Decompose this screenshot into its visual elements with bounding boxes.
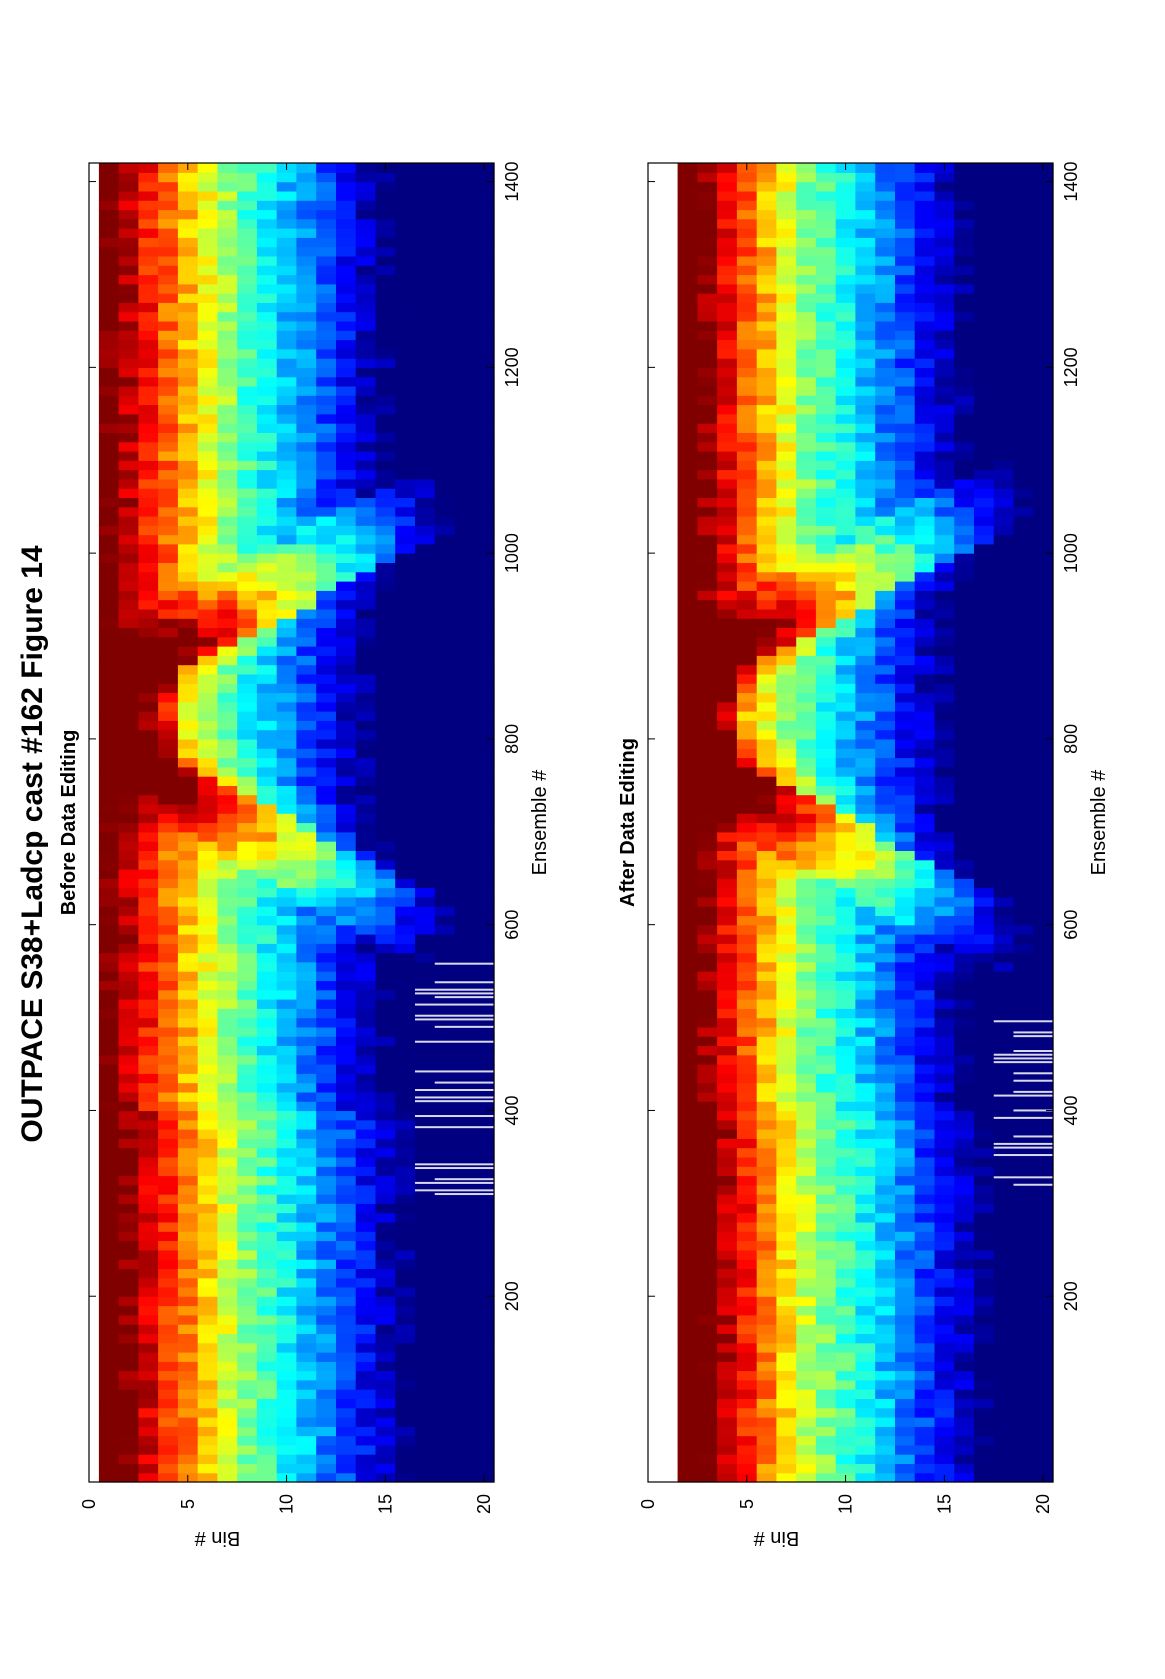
y-tick-label: 15 (934, 1494, 954, 1514)
panel-after-editing: 200 400 600 800 1000 1200 1400 0 5 10 15 20 Ensemble… (617, 162, 1110, 1549)
x-tick-label: 600 (1061, 910, 1081, 940)
figure-title: OUTPACE S38+Ladcp cast #162 Figure 14 (16, 545, 49, 1143)
heatmap (98, 163, 495, 1483)
x-tick-label: 1400 (502, 162, 522, 202)
y-tick-label: 0 (638, 1499, 658, 1509)
x-tick-label: 600 (502, 910, 522, 940)
panel-before-editing: 200 400 600 800 1000 1200 1400 0 5 10 15 20 Ensemble… (58, 162, 551, 1549)
x-tick-label: 1400 (1061, 162, 1081, 202)
x-tick-label: 1000 (502, 533, 522, 573)
x-tick-label: 400 (1061, 1095, 1081, 1125)
y-tick-label: 20 (474, 1494, 494, 1514)
axes-frame (88, 162, 495, 1483)
x-tick-label: 400 (502, 1095, 522, 1125)
x-tick-label: 1200 (502, 347, 522, 387)
x-axis-label: Ensemble # (1088, 769, 1110, 875)
x-tick-label: 1000 (1061, 533, 1081, 573)
axes-frame (647, 162, 1054, 1483)
x-axis-label: Ensemble # (529, 769, 551, 875)
y-axis-label: Bin # (753, 1527, 799, 1549)
y-tick-label: 10 (277, 1494, 297, 1514)
y-tick-label: 5 (737, 1499, 757, 1509)
x-tick-label: 800 (502, 724, 522, 754)
missing-data (414, 962, 494, 1196)
y-tick-label: 10 (836, 1494, 856, 1514)
y-tick-label: 5 (178, 1499, 198, 1509)
y-axis-label: Bin # (194, 1527, 240, 1549)
x-tick-label: 200 (1061, 1281, 1081, 1311)
x-tick-label: 1200 (1061, 347, 1081, 387)
y-tick-label: 20 (1033, 1494, 1053, 1514)
y-tick-label: 0 (79, 1499, 99, 1509)
panel-title: After Data Editing (617, 738, 639, 907)
missing-data (993, 1020, 1053, 1186)
heatmap (677, 163, 1054, 1483)
x-tick-label: 800 (1061, 724, 1081, 754)
x-tick-label: 200 (502, 1281, 522, 1311)
panel-title: Before Data Editing (58, 730, 80, 916)
y-tick-label: 15 (375, 1494, 395, 1514)
